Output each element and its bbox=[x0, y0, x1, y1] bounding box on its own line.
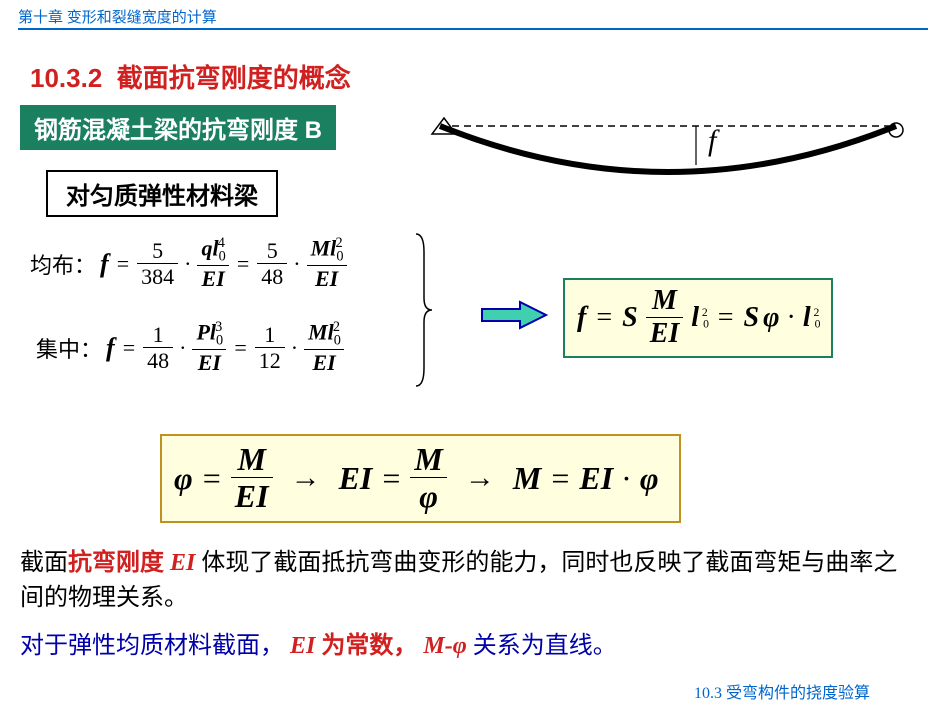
footer-section: 10.3 受弯构件的挠度验算 bbox=[694, 679, 870, 703]
green-subtitle-box: 钢筋混凝土梁的抗弯刚度 B bbox=[20, 105, 336, 150]
p2-e: φ bbox=[453, 633, 467, 659]
p1-b: 抗弯刚度 bbox=[68, 550, 170, 576]
p2-c: 为常数， bbox=[321, 633, 417, 659]
p2-b: EI bbox=[290, 633, 321, 659]
result-equation-box: f = S MEI l02 = Sφ · l02 bbox=[563, 278, 833, 358]
beam-deflection-diagram: f bbox=[428, 108, 908, 188]
curvature-equation-box: φ = MEI → EI = Mφ → M = EI · φ bbox=[160, 434, 681, 523]
section-number: 10.3.2 bbox=[30, 63, 102, 93]
equation-uniform-load: 均布： f = 5384 · ql04EI = 548 · Ml02EI bbox=[30, 236, 347, 292]
explanation-paragraph-1: 截面抗弯刚度 EI 体现了截面抵抗弯曲变形的能力，同时也反映了截面弯矩与曲率之间… bbox=[20, 546, 920, 616]
p1-a: 截面 bbox=[20, 550, 68, 576]
elastic-material-box: 对匀质弹性材料梁 bbox=[46, 170, 278, 217]
right-brace bbox=[414, 232, 434, 393]
equation-concentrated-load: 集中： f = 148 · Pl03EI = 112 · Ml02EI bbox=[36, 320, 344, 376]
label-concentrated: 集中： bbox=[36, 332, 102, 364]
arrow-right-icon bbox=[480, 300, 550, 330]
chapter-header: 第十章 变形和裂缝宽度的计算 bbox=[18, 6, 217, 27]
p2-a: 对于弹性均质材料截面， bbox=[20, 633, 284, 659]
label-uniform: 均布： bbox=[30, 248, 96, 280]
p2-f: 关系为直线。 bbox=[473, 633, 617, 659]
section-text: 截面抗弯刚度的概念 bbox=[117, 63, 351, 93]
p2-d: M- bbox=[423, 633, 452, 659]
deflection-label: f bbox=[708, 124, 720, 157]
p1-c: EI bbox=[170, 550, 195, 576]
section-title: 10.3.2 截面抗弯刚度的概念 bbox=[30, 58, 351, 95]
explanation-paragraph-2: 对于弹性均质材料截面， EI 为常数， M-φ 关系为直线。 bbox=[20, 625, 617, 660]
header-rule bbox=[18, 28, 928, 30]
